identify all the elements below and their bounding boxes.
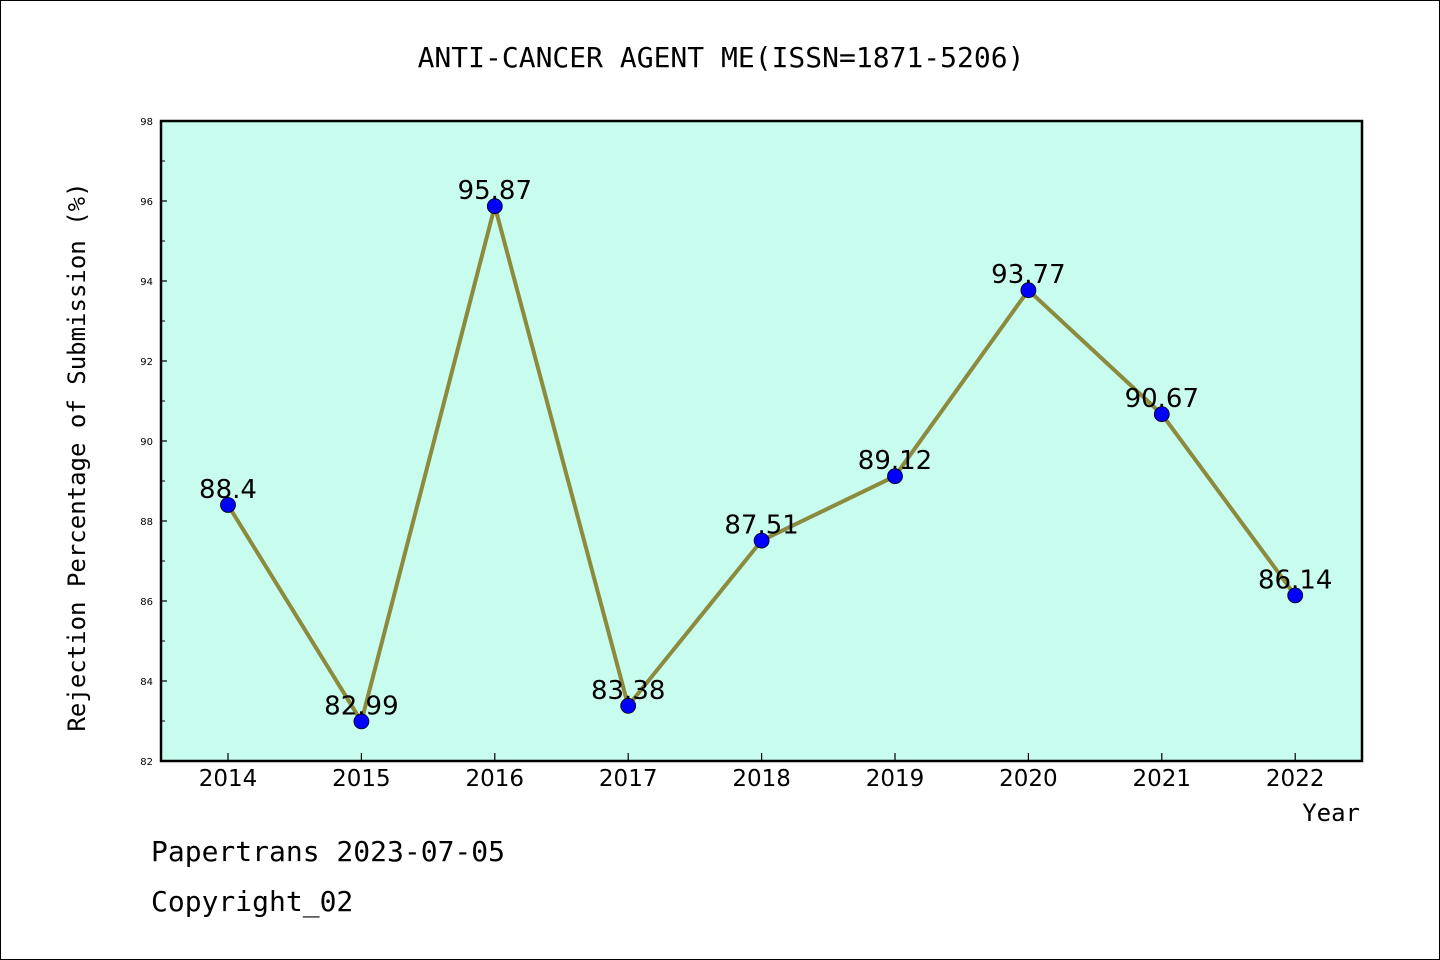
x-axis-label: Year — [1302, 799, 1360, 827]
data-label: 95.87 — [458, 176, 532, 206]
x-tick-label: 2015 — [332, 766, 391, 792]
x-tick-label: 2019 — [866, 766, 925, 792]
chart-title: ANTI-CANCER AGENT ME(ISSN=1871-5206) — [418, 41, 1025, 74]
footer-copyright: Copyright_02 — [151, 885, 354, 918]
y-tick-label: 96 — [140, 197, 153, 208]
y-tick-label: 92 — [140, 357, 153, 368]
data-point — [220, 497, 236, 513]
plot-area — [161, 121, 1362, 761]
data-label: 86.14 — [1258, 565, 1332, 595]
y-tick-label: 86 — [140, 597, 153, 608]
data-label: 89.12 — [858, 446, 932, 476]
y-tick-label: 98 — [140, 117, 153, 128]
plot-frame — [159, 119, 1364, 763]
y-tick-label: 82 — [140, 757, 153, 768]
data-point — [1153, 406, 1170, 423]
data-point — [353, 713, 370, 730]
data-point — [486, 198, 503, 215]
data-point — [620, 697, 637, 714]
y-axis-label: Rejection Percentage of Submission (%) — [63, 182, 91, 731]
data-label: 87.51 — [724, 511, 798, 541]
x-tick-label: 2017 — [599, 766, 658, 792]
data-label: 93.77 — [991, 260, 1065, 290]
data-point — [1287, 587, 1304, 604]
data-point — [753, 532, 770, 549]
data-label: 90.67 — [1125, 384, 1199, 414]
x-tick-label: 2018 — [732, 766, 791, 792]
y-tick-label: 88 — [140, 517, 153, 528]
data-labels-layer: 88.4 82.99 95.87 83.38 87.51 89.12 93.77 90.67 8… — [199, 176, 1332, 721]
x-tick-label: 2014 — [199, 766, 258, 792]
data-label: 82.99 — [324, 691, 398, 721]
data-point — [1020, 282, 1037, 299]
data-label: 88.4 — [199, 475, 257, 505]
y-tick-label: 84 — [140, 677, 153, 688]
x-tick-label: 2022 — [1266, 766, 1325, 792]
x-tick-label: 2016 — [466, 766, 525, 792]
footer-source-date: Papertrans 2023-07-05 — [151, 835, 506, 868]
data-label: 83.38 — [591, 676, 665, 706]
series-layer — [220, 198, 1304, 730]
data-point — [887, 468, 903, 485]
x-axis-ticks: 2014 2015 2016 2017 2018 2019 2020 2021 2022 — [199, 753, 1325, 792]
y-tick-label: 90 — [140, 437, 153, 448]
x-tick-label: 2020 — [999, 766, 1058, 792]
x-tick-label: 2021 — [1133, 766, 1192, 792]
y-tick-label: 94 — [140, 277, 153, 288]
